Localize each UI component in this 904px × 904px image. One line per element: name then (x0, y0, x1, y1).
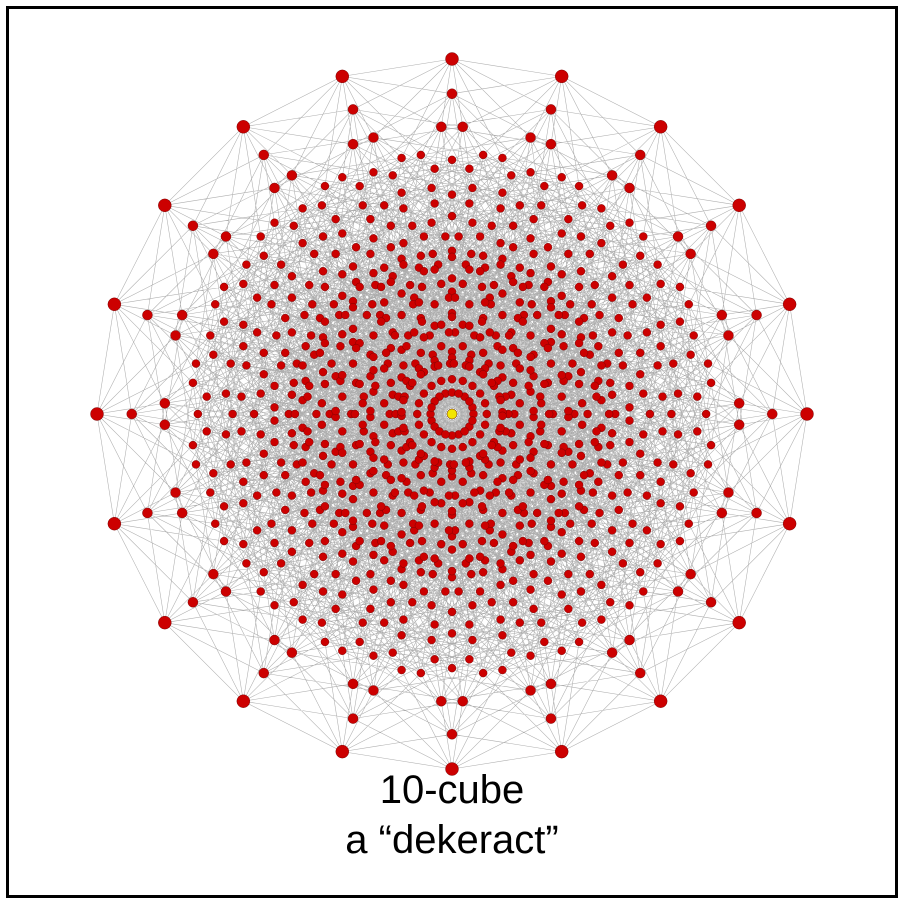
caption: 10-cube a “dekeract” (9, 765, 895, 865)
image-frame: 10-cube a “dekeract” (6, 6, 898, 898)
vertex-set (91, 53, 814, 776)
dekeract-diagram (72, 49, 832, 779)
caption-line-2: a “dekeract” (9, 815, 895, 865)
caption-line-1: 10-cube (9, 765, 895, 815)
